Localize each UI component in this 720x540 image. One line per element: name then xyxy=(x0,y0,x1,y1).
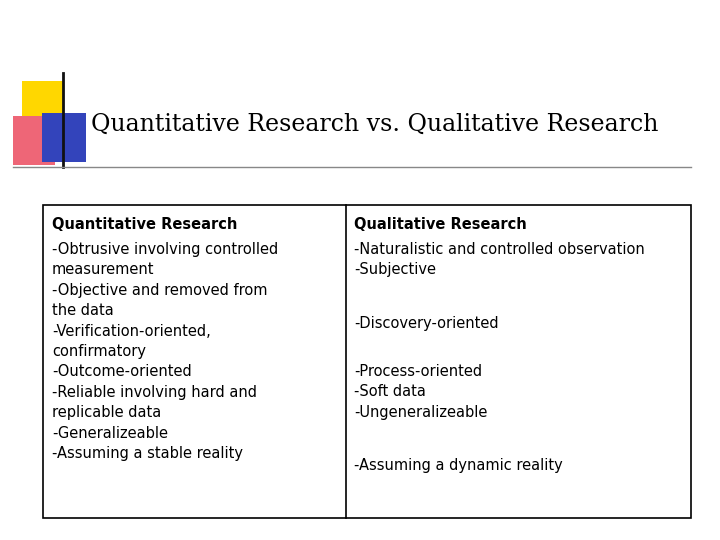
Text: -Assuming a dynamic reality: -Assuming a dynamic reality xyxy=(354,457,563,472)
Text: -Naturalistic and controlled observation
-Subjective: -Naturalistic and controlled observation… xyxy=(354,242,645,278)
Bar xyxy=(43,205,691,518)
Text: Quantitative Research vs. Qualitative Research: Quantitative Research vs. Qualitative Re… xyxy=(91,113,658,136)
Bar xyxy=(42,113,86,162)
Text: Quantitative Research: Quantitative Research xyxy=(52,217,237,232)
Text: -Discovery-oriented: -Discovery-oriented xyxy=(354,315,499,330)
Text: -Obtrusive involving controlled
measurement
-Objective and removed from
the data: -Obtrusive involving controlled measurem… xyxy=(52,242,278,461)
Bar xyxy=(22,81,63,130)
Text: -Process-oriented
-Soft data
-Ungeneralizeable: -Process-oriented -Soft data -Ungenerali… xyxy=(354,364,487,420)
Text: Qualitative Research: Qualitative Research xyxy=(354,217,527,232)
Bar xyxy=(13,116,55,165)
